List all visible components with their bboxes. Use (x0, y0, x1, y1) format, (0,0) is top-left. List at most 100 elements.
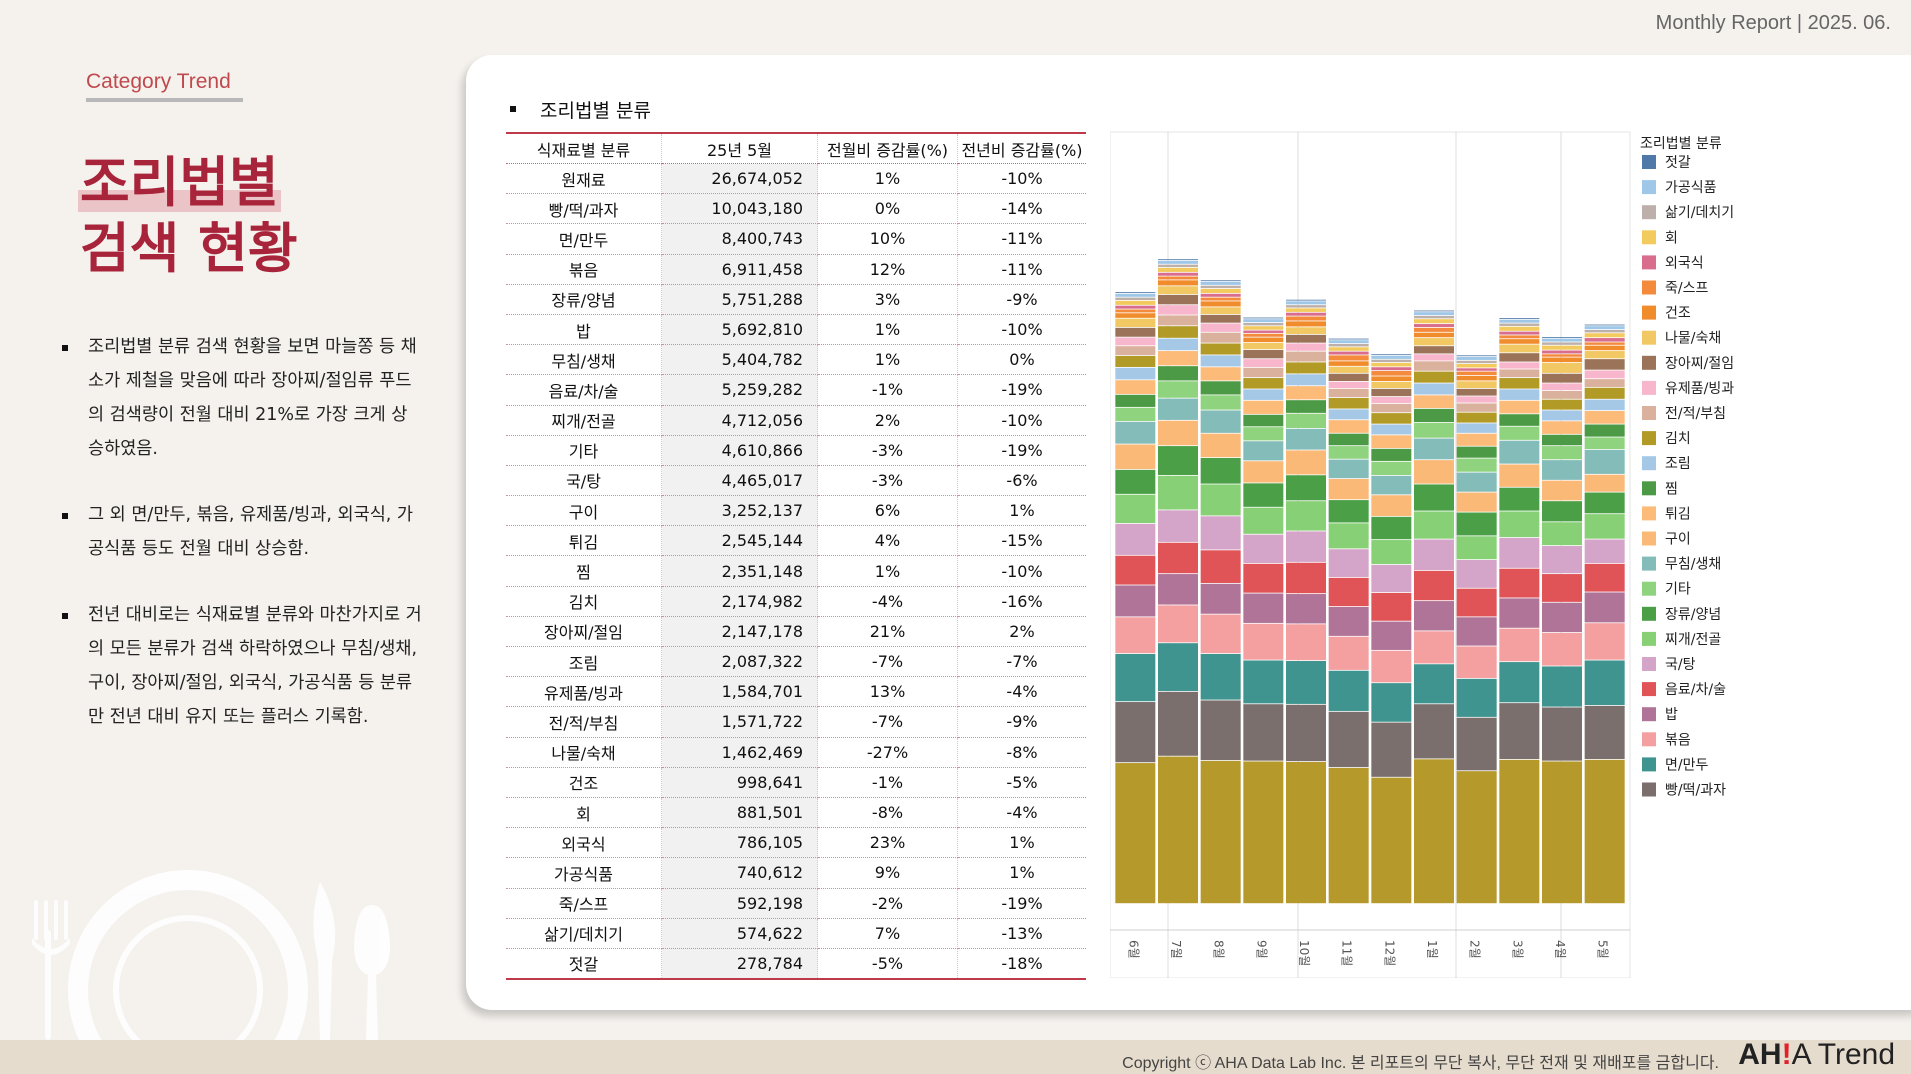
bar-segment (1499, 389, 1540, 400)
bar-segment (1542, 666, 1582, 707)
bar-segment (1456, 472, 1497, 492)
bar-segment (1200, 297, 1241, 301)
bar-segment (1200, 484, 1241, 516)
bar-segment (1414, 327, 1454, 332)
table-cell: -5% (817, 948, 958, 981)
legend-swatch (1642, 757, 1656, 772)
bar-segment (1243, 400, 1284, 414)
bar-segment (1499, 537, 1540, 568)
table-cell: 국/탕 (506, 465, 662, 497)
bar-segment (1243, 333, 1284, 337)
bar-segment (1200, 281, 1241, 285)
bar-segment (1286, 351, 1326, 362)
table-cell: -27% (817, 737, 958, 768)
bar-segment (1542, 357, 1582, 363)
bar-segment (1243, 761, 1284, 904)
bar-segment (1286, 299, 1326, 301)
bar-segment (1371, 495, 1412, 517)
bar-segment (1542, 501, 1582, 522)
bar-segment (1371, 371, 1412, 376)
page-title: 조리법별 검색 현황 (78, 150, 298, 282)
bar-segment (1371, 413, 1412, 424)
legend-swatch (1642, 631, 1656, 646)
bar-segment (1328, 459, 1369, 479)
bar-segment (1115, 555, 1156, 585)
bar-segment (1158, 264, 1198, 268)
legend-swatch (1642, 255, 1656, 270)
bar-segment (1328, 636, 1369, 670)
table-cell: 6% (817, 495, 958, 527)
table-cell: 1% (957, 495, 1086, 527)
bar-segment (1115, 305, 1156, 309)
table-cell: 3% (817, 284, 958, 315)
table-cell: 786,105 (661, 827, 818, 859)
table-row: 조림 2,087,322 -7% -7% (506, 646, 1086, 678)
bar-segment (1414, 460, 1454, 484)
table-cell: 278,784 (661, 948, 818, 981)
bar-segment (1499, 759, 1540, 904)
legend-swatch (1642, 330, 1656, 345)
bar-segment (1499, 426, 1540, 440)
legend-swatch (1642, 556, 1656, 571)
bar-segment (1200, 410, 1241, 433)
bar-segment (1584, 324, 1625, 326)
table-cell: 1% (957, 827, 1086, 859)
bar-segment (1328, 366, 1369, 373)
bar-segment (1200, 700, 1241, 761)
bar-segment (1456, 678, 1497, 717)
bar-segment (1499, 440, 1540, 464)
plot-frame (1110, 131, 1631, 978)
bar-segment (1584, 370, 1625, 379)
legend-swatch (1642, 431, 1656, 446)
bar-segment (1115, 494, 1156, 524)
bar-segment (1414, 664, 1454, 704)
bar-segment (1243, 593, 1284, 623)
bar-segment (1584, 338, 1625, 342)
legend-label: 찜 (1665, 481, 1678, 497)
bar-segment (1328, 433, 1369, 446)
bar-segment (1158, 315, 1198, 326)
bar-segment (1243, 317, 1284, 319)
bar-segment (1158, 542, 1198, 574)
bar-segment (1115, 367, 1156, 380)
bar-segment (1158, 381, 1198, 398)
table-cell: 장아찌/절임 (506, 616, 662, 648)
x-tick-label: 6월 (1126, 940, 1140, 959)
bar-segment (1158, 446, 1198, 475)
bar-segment (1542, 337, 1582, 338)
table-cell: -10% (957, 163, 1086, 195)
bar-segment (1456, 364, 1497, 368)
bar-segment (1542, 421, 1582, 434)
table-row: 밥 5,692,810 1% -10% (506, 314, 1086, 346)
bar-segment (1243, 330, 1284, 333)
table-cell: 빵/떡/과자 (506, 193, 662, 225)
bar-segment (1584, 514, 1625, 539)
table-cell: 죽/스프 (506, 888, 662, 919)
table-cell: -7% (957, 646, 1086, 678)
table-cell: -7% (817, 706, 958, 738)
bar-segment (1158, 326, 1198, 338)
legend-label: 음료/차/술 (1665, 682, 1726, 698)
table-cell: 기타 (506, 435, 662, 466)
bar-segment (1542, 362, 1582, 373)
table-row: 볶음 6,911,458 12% -11% (506, 254, 1086, 285)
legend-swatch (1642, 732, 1656, 747)
table-cell: -4% (817, 586, 958, 617)
bar-segment (1499, 464, 1540, 487)
bar-segment (1456, 360, 1497, 364)
bar-segment (1158, 398, 1198, 420)
bar-segment (1542, 350, 1582, 354)
table-cell: 4,610,866 (661, 435, 818, 466)
footer: Copyright ⓒ AHA Data Lab Inc. 본 리포트의 무단 … (0, 1038, 1911, 1074)
legend-label: 회 (1665, 230, 1678, 246)
bar-segment (1328, 347, 1369, 351)
bar-segment (1542, 707, 1582, 761)
table-cell: 무침/생채 (506, 344, 662, 376)
category-kicker: Category Trend (86, 70, 243, 102)
bar-segment (1328, 344, 1369, 347)
bar-segment (1158, 643, 1198, 691)
table-cell: 회 (506, 797, 662, 829)
bullet-item: 조리법별 분류 검색 현황을 보면 마늘쫑 등 채소가 제철을 맞음에 따라 장… (62, 330, 422, 466)
bar-segment (1499, 511, 1540, 538)
column-header: 전년비 증감률(%) (957, 132, 1086, 164)
